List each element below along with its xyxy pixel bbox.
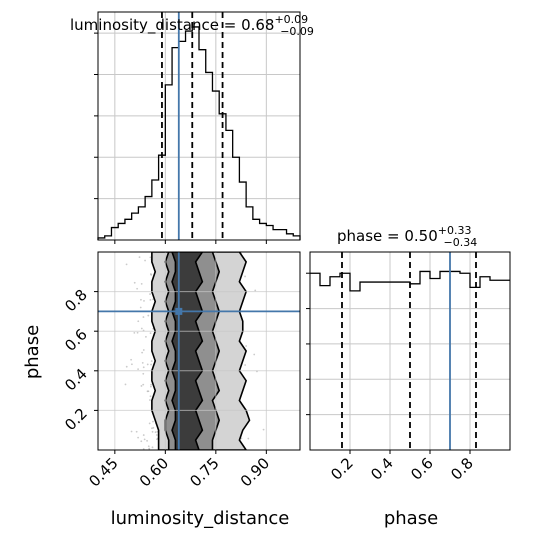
sample-point (245, 345, 248, 347)
axes-frame (309, 251, 511, 451)
sample-point (151, 427, 153, 430)
sample-point (133, 281, 136, 284)
sample-point (151, 446, 154, 449)
y-tick-label-2: 0.6 (61, 325, 91, 355)
sample-point (142, 448, 145, 450)
sample-point (143, 438, 146, 441)
phase-histogram-panel: 0.2 0.4 0.6 0.8 (306, 251, 511, 484)
x-axis-label-phase: phase (384, 508, 438, 529)
sample-point (152, 420, 154, 423)
axes-frame (97, 251, 301, 451)
sample-point (150, 360, 153, 362)
x-tick-label-2: 0.75 (186, 454, 222, 490)
sample-point (147, 390, 150, 393)
sample-point (130, 430, 133, 433)
truth-marker (175, 307, 183, 315)
sample-point (130, 358, 133, 361)
sample-point (150, 383, 152, 386)
x-tick-label-1: 0.60 (136, 454, 172, 490)
sample-point (149, 299, 152, 301)
sample-point (150, 385, 152, 388)
sample-point (254, 289, 257, 292)
sample-point (147, 314, 150, 317)
axes-frame (97, 11, 301, 241)
x-tick-label-0: 0.2 (327, 454, 357, 484)
sample-point (146, 390, 149, 393)
contour-plot-area (98, 252, 300, 450)
sample-point (156, 438, 158, 441)
x-tick-label-0: 0.45 (85, 454, 121, 490)
sample-point (154, 431, 157, 434)
luminosity-distance-title: luminosity_distance = 0.68+0.09 −0.09 (70, 13, 314, 38)
sample-point (244, 364, 247, 366)
sample-point (148, 447, 151, 450)
sample-point (253, 353, 256, 356)
sample-point (149, 256, 152, 259)
sample-point (155, 434, 158, 436)
sample-point (142, 434, 145, 436)
sample-point (125, 365, 128, 368)
sample-point (150, 274, 153, 276)
y-tick-label-3: 0.8 (61, 286, 91, 316)
sample-point (148, 422, 151, 425)
histogram-step-luminosity-distance (97, 26, 301, 240)
sample-point (142, 316, 145, 318)
sample-point (139, 306, 142, 309)
sample-point (137, 436, 140, 439)
sample-point (146, 363, 149, 366)
sample-point (138, 256, 141, 259)
sample-point (141, 361, 144, 364)
sample-point (124, 383, 127, 386)
sample-point (144, 259, 146, 262)
sample-point (149, 293, 151, 295)
y-axis-label-phase: phase (22, 325, 43, 379)
sample-point (142, 372, 145, 375)
sample-point (147, 445, 150, 448)
sample-point (142, 349, 145, 351)
sample-point (142, 366, 145, 369)
sample-point (143, 299, 145, 302)
y-tick-label-0: 0.2 (61, 405, 91, 435)
sample-point (135, 430, 138, 433)
sample-point (140, 327, 143, 330)
sample-point (137, 320, 140, 323)
sample-point (136, 331, 139, 334)
histogram-step-phase (310, 270, 510, 292)
sample-point (152, 426, 155, 429)
phase-vs-luminosity-distance-contour-panel: 0.45 0.60 0.75 0.90 0.2 0.4 0.6 0.8 (61, 251, 301, 490)
sample-point (145, 335, 147, 338)
sample-point (140, 385, 143, 387)
sample-point (151, 430, 154, 433)
sample-point (133, 331, 136, 334)
sample-point (247, 437, 250, 440)
sample-point (136, 287, 139, 290)
x-tick-label-3: 0.90 (237, 454, 273, 490)
sample-point (137, 368, 139, 370)
phase-title: phase = 0.50+0.33 −0.34 (337, 224, 477, 249)
sample-point (140, 298, 142, 301)
sample-point (130, 363, 133, 366)
sample-point (146, 439, 148, 442)
x-tick-label-1: 0.4 (367, 454, 397, 484)
sample-point (149, 273, 152, 275)
sample-point (244, 275, 246, 278)
sample-point (142, 383, 145, 386)
sample-point (141, 351, 144, 354)
x-tick-label-2: 0.6 (407, 454, 437, 484)
luminosity-distance-histogram-panel (94, 11, 301, 244)
sample-point (262, 428, 265, 431)
sample-point (140, 440, 143, 443)
x-axis-label-luminosity-distance: luminosity_distance (111, 508, 290, 529)
x-tick-label-3: 0.8 (447, 454, 477, 484)
sample-point (125, 263, 128, 266)
sample-point (149, 395, 152, 398)
sample-point (150, 363, 152, 366)
sample-point (140, 282, 143, 285)
sample-point (152, 298, 154, 301)
sample-point (149, 399, 151, 401)
y-tick-label-1: 0.4 (61, 365, 91, 395)
sample-point (149, 332, 152, 335)
